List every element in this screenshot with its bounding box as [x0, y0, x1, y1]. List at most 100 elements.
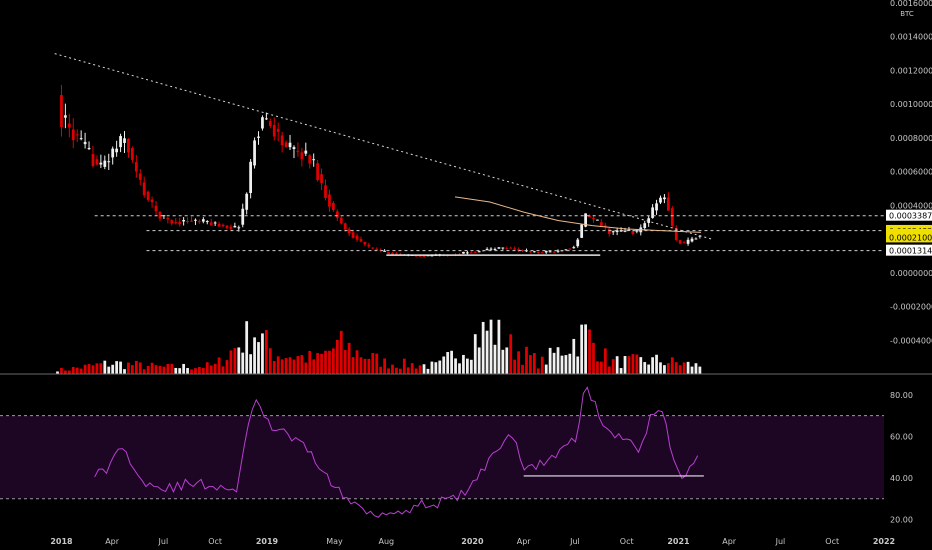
candle-body: [631, 231, 635, 234]
time-tick-label: Apr: [517, 537, 532, 546]
volume-bar: [95, 363, 99, 374]
volume-bar: [674, 362, 678, 374]
candle-body: [544, 250, 548, 253]
candle-body: [517, 249, 520, 251]
volume-bar: [205, 362, 209, 374]
volume-bar: [552, 352, 556, 374]
candle-body: [229, 226, 233, 230]
volume-bar: [359, 357, 363, 374]
volume-bar: [91, 365, 95, 374]
volume-bar: [347, 342, 351, 374]
volume-bar: [300, 355, 304, 374]
volume-bar: [229, 350, 233, 374]
volume-bar: [221, 366, 225, 374]
volume-bar: [438, 360, 442, 374]
volume-bar: [312, 359, 316, 374]
volume-bar: [284, 358, 288, 374]
volume-bar: [178, 368, 182, 374]
volume-bars: [56, 319, 702, 374]
volume-bar: [280, 359, 284, 374]
volume-bar: [292, 359, 296, 374]
volume-bar: [406, 367, 410, 374]
volume-bar: [103, 360, 107, 374]
candle-body: [395, 253, 398, 255]
candle-body: [576, 239, 580, 247]
volume-bar: [655, 354, 658, 374]
volume-bar: [607, 366, 611, 374]
candle-body: [213, 222, 217, 224]
volume-bar: [324, 350, 327, 374]
volume-bar: [288, 357, 292, 374]
volume-bar: [182, 363, 186, 374]
volume-bar: [272, 360, 276, 374]
volume-bar: [564, 355, 568, 374]
volume-bar: [592, 342, 595, 374]
candle-body: [201, 219, 205, 222]
candle-body: [75, 134, 79, 136]
candle-body: [501, 247, 505, 249]
time-tick-label: Jul: [775, 537, 786, 546]
time-tick-label: May: [326, 537, 343, 546]
candle-body: [663, 197, 666, 200]
candle-body: [174, 222, 178, 224]
volume-bar: [379, 366, 383, 374]
volume-bar: [505, 347, 509, 374]
candle-body: [162, 215, 166, 217]
volume-bar: [473, 334, 477, 374]
volume-bar: [87, 364, 91, 374]
candle-body: [469, 252, 473, 254]
volume-bar: [497, 319, 501, 374]
volume-bar: [536, 368, 540, 374]
volume-bar: [123, 369, 126, 374]
candle-body: [666, 197, 670, 211]
time-tick-label: Apr: [722, 537, 737, 546]
volume-bar: [166, 363, 170, 374]
candle-body: [324, 185, 327, 199]
candle-body: [509, 247, 513, 249]
candle-body: [694, 238, 698, 240]
volume-bar: [391, 364, 394, 374]
candle-body: [205, 221, 209, 223]
candle-body: [60, 95, 63, 127]
volume-bar: [158, 365, 162, 374]
candle-body: [572, 247, 576, 249]
rsi-line: [94, 386, 699, 518]
candle-body: [304, 150, 308, 154]
candle-body: [83, 141, 87, 145]
volume-bar: [213, 363, 217, 374]
candle-body: [182, 219, 186, 222]
volume-bar: [588, 329, 591, 374]
volume-bar: [304, 362, 308, 374]
volume-bar: [79, 368, 83, 374]
price-tick-label: 0.0014000: [890, 33, 932, 42]
candle-body: [186, 221, 189, 223]
drawing-overlays: [54, 53, 884, 256]
volume-bar: [387, 368, 390, 374]
candle-body: [651, 207, 654, 218]
volume-bar: [134, 360, 138, 374]
rsi-tick-label: 20.00: [890, 516, 913, 525]
volume-bar: [402, 358, 406, 374]
candle-body: [146, 191, 150, 200]
candle-body: [564, 249, 568, 251]
candle-body: [79, 138, 83, 140]
volume-bar: [529, 355, 532, 374]
volume-bar: [603, 348, 607, 374]
candle-body: [363, 241, 367, 245]
price-tick-label: 0.0010000: [890, 100, 932, 109]
volume-bar: [107, 366, 111, 374]
candle-body: [532, 251, 536, 253]
candle-body: [513, 248, 517, 250]
volume-bar: [186, 368, 189, 374]
candle-body: [670, 208, 674, 226]
volume-bar: [150, 362, 154, 374]
candle-body: [690, 238, 694, 242]
candle-body: [611, 231, 615, 233]
volume-bar: [663, 365, 666, 374]
volume-bar: [111, 364, 115, 374]
volume-bar: [619, 368, 623, 374]
volume-bar: [442, 356, 446, 374]
moving-average-line: [454, 196, 702, 233]
